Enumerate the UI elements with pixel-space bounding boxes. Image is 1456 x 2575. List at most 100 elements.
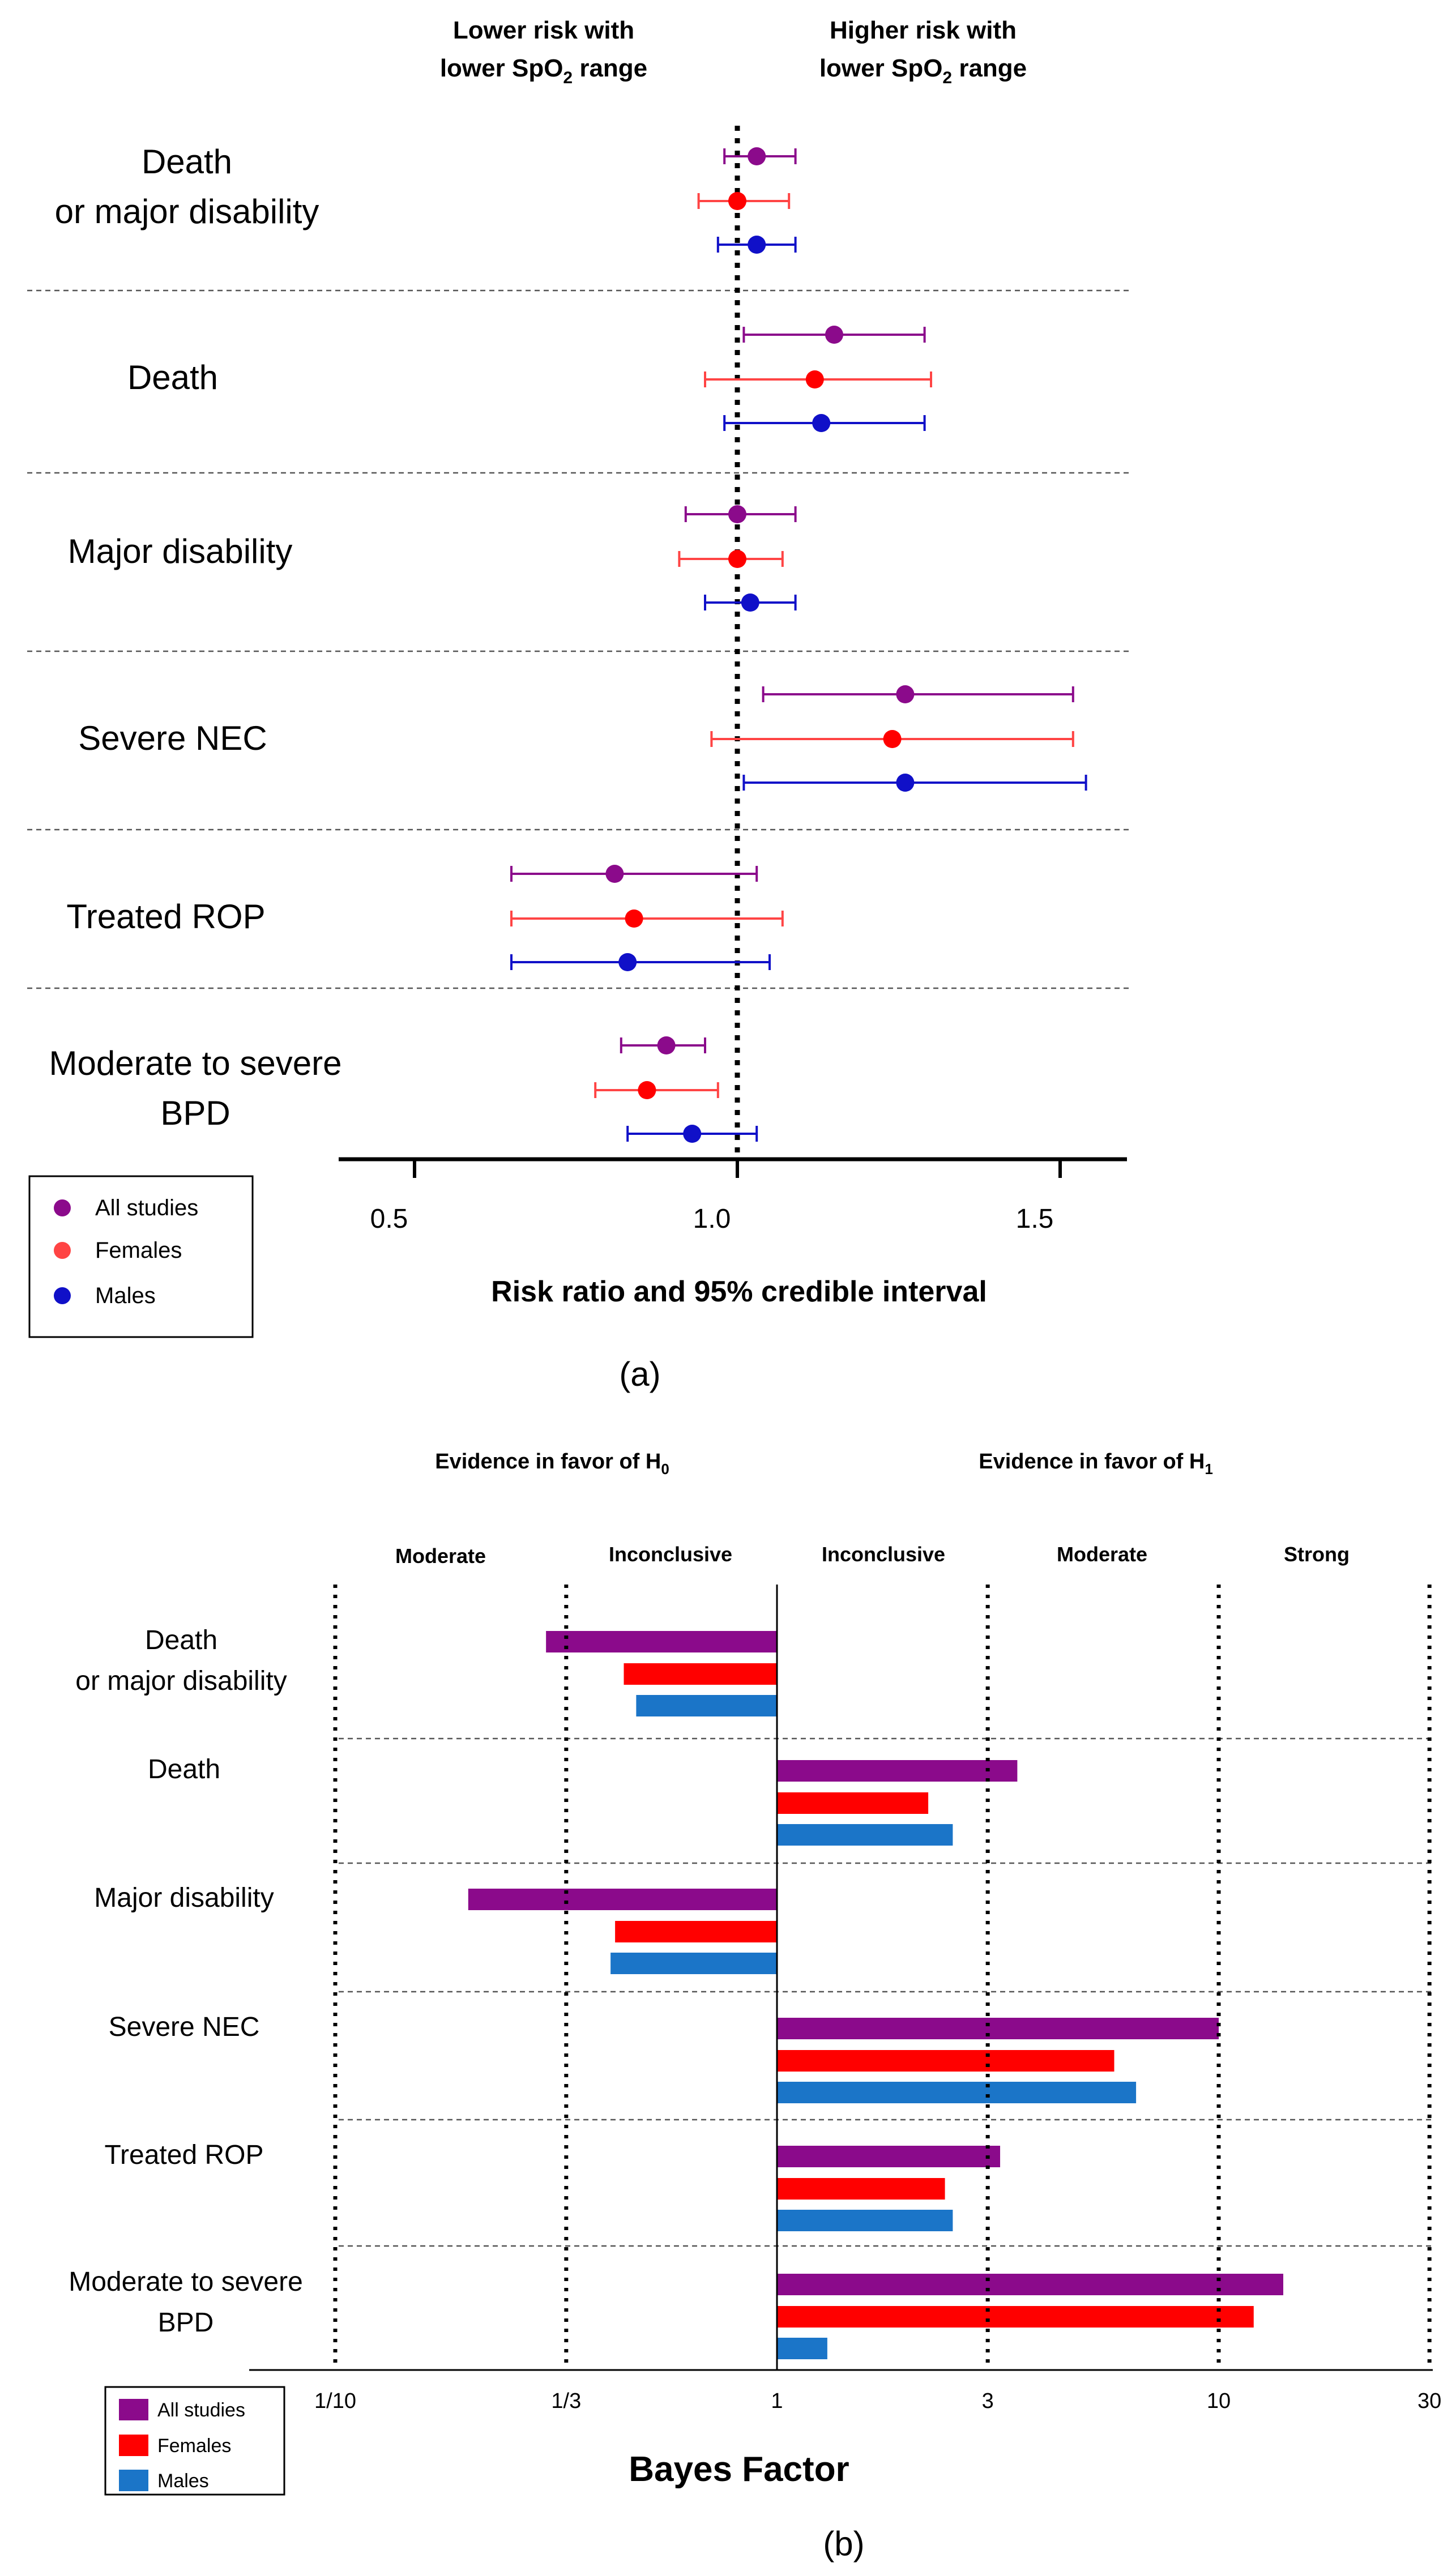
caption-a: (a) (619, 1355, 660, 1393)
outcome-label-a-moderate-to-severe: Moderate to severe (49, 1044, 342, 1082)
outcome-label-b-treated-rop: Treated ROP (105, 2140, 264, 2170)
outcome-label-b-or-major-disability: or major disability (75, 1666, 287, 1696)
bar-severe-nec-all-studies (777, 2018, 1219, 2039)
legend-swatch-females-b (119, 2435, 148, 2456)
zone-label-inconclusive-h0: Inconclusive (609, 1543, 732, 1566)
legend-label-all-studies-b: All studies (157, 2399, 245, 2421)
x-tick-label-a-0-5: 0.5 (370, 1204, 408, 1234)
bar-death-all-studies (546, 1631, 777, 1652)
x-tick-label-b-10: 10 (1207, 2389, 1231, 2413)
ci-treated-rop-females-point (625, 909, 643, 928)
bar-treated-rop-all-studies (777, 2146, 1001, 2167)
legend-label-females-b: Females (157, 2435, 231, 2457)
outcome-label-a-treated-rop: Treated ROP (66, 898, 265, 936)
bar-severe-nec-females (777, 2050, 1115, 2072)
ci-severe-nec-all-studies-point (896, 685, 915, 703)
bar-death-females (624, 1663, 777, 1685)
group-separators-a (27, 289, 1133, 989)
zone-label-moderate-h1: Moderate (1057, 1543, 1147, 1566)
legend-marker-females (54, 1242, 71, 1259)
panel-b: Evidence in favor of H0 Evidence in favo… (69, 1450, 1441, 2563)
header-evidence-h0: Evidence in favor of H0 (435, 1450, 669, 1477)
ci-moderate-to-severe-females-point (638, 1081, 656, 1099)
outcome-labels-a: Death or major disability Death Major disab… (49, 143, 342, 1132)
legend-a: All studies Females Males (28, 1175, 254, 1338)
ci-severe-nec-males-point (896, 774, 915, 792)
ci-death-males-point (812, 414, 831, 432)
bar-moderate-to-severe-females (777, 2306, 1254, 2328)
bar-treated-rop-females (777, 2178, 945, 2200)
zone-label-strong-h1: Strong (1284, 1543, 1350, 1566)
outcome-label-a-severe-nec: Severe NEC (78, 719, 267, 757)
header-higher-risk-line1: Higher risk with (830, 16, 1017, 44)
legend-b: All studies Females Males (104, 2386, 285, 2496)
panel-a: Lower risk with lower SpO2 range Higher … (27, 16, 1133, 1393)
bar-moderate-to-severe-males (777, 2338, 827, 2359)
legend-swatch-all-studies (119, 2399, 148, 2420)
outcome-label-a-major-disability: Major disability (68, 532, 293, 570)
threshold-lines (333, 1585, 1432, 2370)
bar-severe-nec-males (777, 2082, 1137, 2103)
ci-death-females-point (805, 370, 824, 388)
bar-moderate-to-severe-all-studies (777, 2274, 1283, 2295)
ci-severe-nec-females-point (883, 730, 902, 748)
zone-label-moderate-h0: Moderate (395, 1544, 486, 1568)
header-evidence-h1: Evidence in favor of H1 (979, 1450, 1213, 1477)
caption-b: (b) (823, 2525, 864, 2563)
bar-major-disability-females (615, 1921, 777, 1942)
ci-treated-rop-all-studies-point (605, 865, 624, 883)
bar-death-males (636, 1695, 777, 1716)
ci-death-males-point (748, 236, 766, 254)
outcome-labels-b: Death or major disability Death Major disab… (69, 1625, 303, 2338)
zone-label-inconclusive-h1: Inconclusive (822, 1543, 945, 1566)
x-axis-a: 0.5 1.0 1.5 (339, 1157, 1127, 1234)
x-axis-b: 1/10 1/3 1 3 10 30 (249, 2369, 1441, 2413)
ci-moderate-to-severe-males-point (683, 1125, 702, 1143)
legend-marker-males (54, 1287, 71, 1304)
legend-label-males-b: Males (157, 2470, 209, 2492)
outcome-label-b-death: Death (145, 1625, 217, 1655)
legend-swatch-males-b (119, 2470, 148, 2491)
x-tick-label-a-1-5: 1.5 (1016, 1204, 1054, 1234)
x-tick-label-b-1-3: 1/3 (551, 2389, 581, 2413)
x-tick-label-b-1-10: 1/10 (314, 2389, 356, 2413)
legend-label-males: Males (95, 1283, 156, 1308)
ci-death-all-studies-point (825, 326, 843, 344)
forest-points (510, 147, 1087, 1143)
outcome-label-b-major-disability: Major disability (94, 1883, 274, 1913)
header-lower-risk-line2: lower SpO2 range (440, 54, 647, 87)
legend-label-all-studies: All studies (95, 1195, 198, 1220)
bar-major-disability-all-studies (468, 1889, 777, 1910)
bayes-factor-bars (468, 1631, 1283, 2359)
x-tick-label-b-1: 1 (771, 2389, 783, 2413)
x-tick-label-b-3: 3 (982, 2389, 994, 2413)
bar-death-females (777, 1792, 929, 1814)
x-axis-title-b: Bayes Factor (629, 2450, 849, 2489)
outcome-label-a-bpd: BPD (160, 1094, 230, 1132)
ci-death-females-point (728, 192, 746, 210)
bar-major-disability-males (610, 1953, 777, 1974)
outcome-label-a-or-major-disability: or major disability (55, 193, 319, 230)
ci-treated-rop-males-point (618, 953, 637, 971)
group-separators-b (339, 1737, 1433, 2247)
x-axis-title-a: Risk ratio and 95% credible interval (491, 1275, 987, 1308)
outcome-label-b-moderate-to-severe: Moderate to severe (69, 2267, 303, 2297)
outcome-label-a-death: Death (142, 143, 232, 181)
legend-marker-all-studies (54, 1199, 71, 1216)
bar-treated-rop-males (777, 2210, 953, 2231)
x-tick-label-a-1-0: 1.0 (693, 1204, 731, 1234)
x-tick-label-b-30: 30 (1417, 2389, 1441, 2413)
bar-death-males (777, 1824, 953, 1846)
bar-death-all-studies (777, 1760, 1018, 1782)
header-higher-risk-line2: lower SpO2 range (819, 54, 1027, 87)
legend-label-females: Females (95, 1238, 182, 1263)
ci-major-disability-females-point (728, 550, 746, 568)
header-lower-risk-line1: Lower risk with (453, 16, 634, 44)
ci-moderate-to-severe-all-studies-point (657, 1036, 676, 1054)
outcome-label-a-death: Death (127, 358, 218, 396)
outcome-label-b-severe-nec: Severe NEC (109, 2012, 260, 2042)
ci-major-disability-males-point (741, 593, 759, 612)
ci-major-disability-all-studies-point (728, 505, 746, 523)
outcome-label-b-bpd: BPD (158, 2308, 214, 2338)
